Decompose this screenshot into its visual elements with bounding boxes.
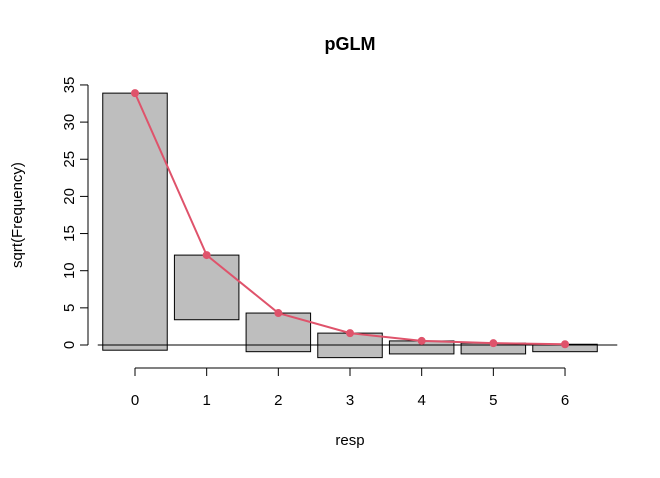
x-tick-label: 2 bbox=[274, 392, 282, 409]
x-axis-label: resp bbox=[335, 432, 364, 449]
chart-title: pGLM bbox=[325, 34, 376, 54]
x-tick-label: 3 bbox=[346, 392, 354, 409]
rootogram-bar bbox=[102, 92, 168, 351]
y-axis-label: sqrt(Frequency) bbox=[9, 162, 26, 268]
y-tick-label: 5 bbox=[61, 304, 78, 312]
x-tick-label: 5 bbox=[489, 392, 497, 409]
rootogram-bar bbox=[173, 254, 240, 321]
y-tick-label: 30 bbox=[61, 114, 78, 131]
x-tick-label: 1 bbox=[202, 392, 210, 409]
y-tick-label: 20 bbox=[61, 188, 78, 205]
expected-point bbox=[561, 340, 570, 349]
x-tick-label: 4 bbox=[418, 392, 426, 409]
expected-point bbox=[417, 336, 426, 345]
expected-point bbox=[131, 89, 139, 98]
expected-point bbox=[274, 309, 283, 318]
expected-point bbox=[202, 251, 211, 260]
expected-point bbox=[489, 339, 498, 348]
y-tick-label: 15 bbox=[61, 225, 78, 242]
expected-point bbox=[346, 329, 355, 338]
x-tick-label: 6 bbox=[561, 392, 569, 409]
y-tick-label: 10 bbox=[61, 262, 78, 279]
y-tick-label: 35 bbox=[61, 77, 78, 94]
y-tick-label: 25 bbox=[61, 151, 78, 168]
x-tick-label: 0 bbox=[131, 392, 139, 409]
y-tick-label: 0 bbox=[61, 341, 78, 349]
